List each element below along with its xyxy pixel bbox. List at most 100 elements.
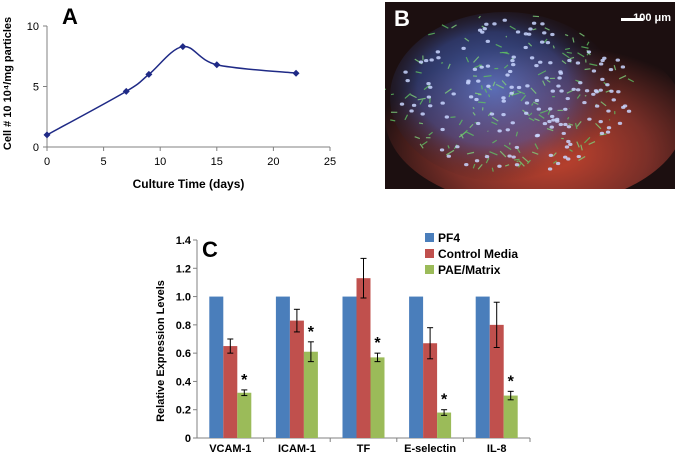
significance-star: * (374, 335, 381, 352)
x-tick-label: E-selectin (404, 443, 456, 455)
cytoskeleton-fiber (514, 158, 520, 161)
cytoskeleton-fiber (566, 51, 572, 54)
cytoskeleton-fiber (472, 112, 476, 116)
cytoskeleton-fiber (503, 64, 509, 69)
nucleus (549, 114, 555, 119)
growth-line-chart: 0 5 10 0 5 10 15 20 25 Culture Time (days) Cell # … (2, 17, 336, 191)
cytoskeleton-fiber (552, 152, 557, 157)
nucleus (510, 59, 515, 63)
cytoskeleton-fiber (562, 52, 570, 59)
nucleus (436, 56, 441, 60)
nucleus (403, 70, 408, 74)
nucleus (464, 162, 469, 167)
cytoskeleton-fiber (576, 94, 581, 99)
cytoskeleton-fiber (421, 141, 428, 146)
cytoskeleton-fiber (428, 131, 433, 136)
x-tick-label: 5 (101, 156, 107, 168)
y-tick-label: 10 (27, 21, 39, 33)
cytoskeleton-fiber (469, 123, 474, 129)
data-point (179, 43, 187, 51)
nucleus (511, 55, 516, 59)
cytoskeleton-fiber (569, 148, 573, 152)
cytoskeleton-fiber (447, 63, 451, 69)
nucleus (615, 58, 620, 62)
y-tick-label: 5 (33, 82, 39, 94)
cytoskeleton-fiber (472, 163, 476, 169)
cytoskeleton-fiber (488, 87, 493, 91)
nucleus (566, 125, 572, 129)
nucleus (598, 88, 603, 92)
cytoskeleton-fiber (491, 167, 494, 172)
bar (275, 296, 290, 438)
nucleus (558, 70, 563, 74)
nucleus (477, 28, 483, 32)
nucleus (510, 121, 515, 125)
x-tick-label: 20 (267, 156, 279, 168)
nucleus (489, 112, 495, 116)
x-tick-label: ICAM-1 (278, 443, 316, 455)
cytoskeleton-fiber (417, 97, 426, 101)
nucleus (440, 101, 445, 105)
cytoskeleton-fiber (478, 101, 486, 104)
bar (237, 392, 252, 438)
cytoskeleton-fiber (492, 139, 498, 144)
nucleus (555, 161, 561, 166)
nucleus (465, 81, 471, 85)
nucleus (547, 119, 552, 124)
nucleus (535, 133, 541, 137)
nucleus (544, 76, 549, 80)
cytoskeleton-fiber (501, 80, 507, 86)
nucleus (482, 27, 487, 31)
cytoskeleton-fiber (474, 92, 482, 95)
fluorescence-micrograph: 100 μm (385, 2, 675, 189)
nucleus (524, 111, 529, 115)
nucleus (505, 128, 511, 132)
cytoskeleton-fiber (509, 25, 516, 30)
cytoskeleton-fiber (499, 150, 507, 158)
nucleus (418, 60, 424, 64)
nucleus (587, 117, 592, 121)
cytoskeleton-fiber (404, 93, 411, 99)
nucleus (531, 21, 537, 25)
nucleus (507, 154, 512, 158)
cytoskeleton-fiber (564, 33, 569, 37)
nucleus (600, 77, 605, 81)
x-tick-label: 15 (211, 156, 223, 168)
nucleus (524, 101, 530, 105)
nucleus (439, 148, 445, 152)
x-axis-label: Culture Time (days) (133, 177, 245, 191)
cytoskeleton-fiber (465, 131, 474, 137)
cytoskeleton-fiber (460, 133, 464, 139)
expression-bar-chart: 0 0.2 0.4 0.6 0.8 1.0 1.2 1.4 Relative Expressio… (155, 231, 531, 455)
nucleus (444, 115, 450, 119)
nucleus (557, 76, 562, 80)
nucleus (534, 64, 539, 68)
cytoskeleton-fiber (528, 42, 533, 47)
bar (370, 357, 385, 438)
bar (489, 324, 504, 438)
cytoskeleton-fiber (446, 149, 455, 156)
cytoskeleton-fiber (484, 88, 488, 93)
cytoskeleton-fiber (534, 118, 540, 122)
nucleus (501, 113, 506, 117)
nucleus (461, 46, 466, 50)
nucleus (428, 104, 433, 108)
nucleus (514, 163, 520, 167)
cytoskeleton-fiber (483, 75, 492, 78)
cytoskeleton-fiber (491, 116, 499, 122)
nucleus (578, 81, 583, 85)
nucleus (576, 154, 582, 159)
cytoskeleton-fiber (544, 27, 550, 31)
cytoskeleton-fiber (419, 99, 424, 105)
nucleus (534, 98, 540, 103)
cytoskeleton-fiber (517, 90, 526, 95)
nucleus (621, 105, 626, 109)
y-tick-label: 0.4 (176, 376, 192, 388)
nucleus (547, 167, 553, 171)
cytoskeleton-fiber (464, 37, 470, 42)
cytoskeleton-fiber (579, 32, 585, 37)
cytoskeleton-fiber (516, 148, 521, 154)
nucleus (559, 89, 564, 93)
cytoskeleton-fiber (451, 24, 457, 29)
cytoskeleton-fiber (473, 64, 482, 69)
